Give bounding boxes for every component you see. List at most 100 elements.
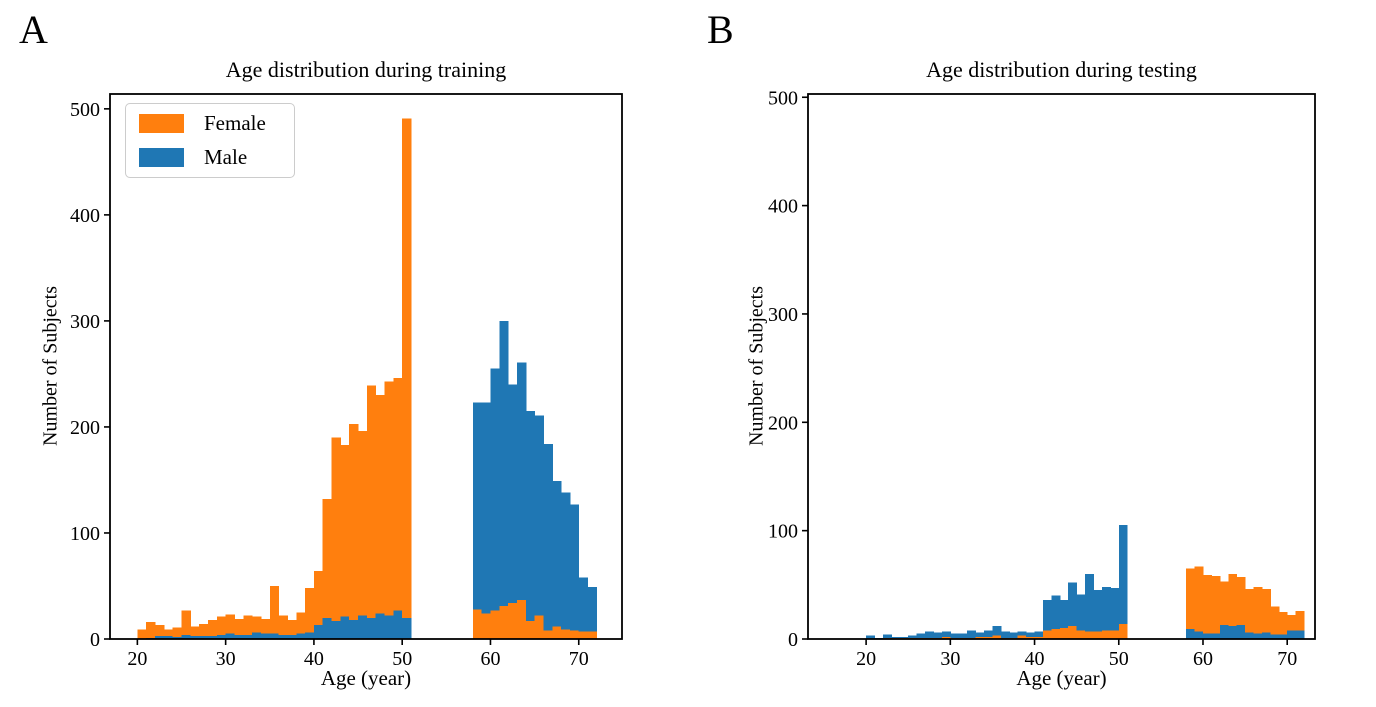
histogram-bar-front [172, 636, 183, 639]
histogram-bar [349, 423, 359, 620]
histogram-bar-front [181, 634, 191, 639]
histogram-bar-front [561, 629, 571, 639]
histogram-bar-front [1042, 630, 1052, 639]
training-x-axis-label: Age (year) [320, 666, 412, 690]
histogram-bar [525, 411, 536, 621]
histogram-bar-front [534, 615, 544, 639]
histogram-bar-front [1034, 636, 1044, 639]
histogram-bar-front [322, 617, 333, 639]
histogram-bar-front [190, 635, 200, 639]
histogram-bar-front [199, 635, 209, 639]
histogram-bar [587, 587, 597, 632]
histogram-bar-front [1101, 630, 1111, 639]
histogram-bar-front [569, 630, 580, 639]
histogram-bar [260, 618, 271, 634]
y-tick-label: 300 [70, 311, 100, 333]
histogram-bar [1026, 632, 1036, 637]
histogram-bar-front [375, 613, 386, 639]
histogram-bar-front [349, 619, 359, 639]
histogram-bar [1034, 631, 1044, 637]
x-tick-label: 50 [392, 648, 412, 670]
histogram-bar-front [278, 634, 288, 639]
legend: Female Male [125, 103, 295, 178]
histogram-bar-front [1076, 630, 1086, 639]
histogram-bar [1076, 594, 1086, 631]
histogram-bar-front [490, 610, 500, 639]
histogram-bar-front [587, 631, 597, 639]
histogram-bar [163, 629, 174, 636]
histogram-bar [216, 616, 227, 635]
histogram-bar [967, 630, 977, 638]
y-tick-label: 200 [768, 412, 798, 434]
histogram-bar [322, 499, 333, 618]
histogram-bar [1085, 573, 1095, 632]
histogram-bar-front [225, 633, 235, 639]
legend-item-female: Female [139, 113, 281, 134]
histogram-bar [908, 635, 918, 638]
histogram-bar-front [252, 632, 262, 639]
histogram-bar [534, 415, 544, 616]
histogram-bar [481, 402, 491, 614]
legend-label-male: Male [204, 145, 248, 169]
y-tick-label: 200 [70, 417, 100, 439]
histogram-bar [1253, 586, 1263, 634]
histogram-bar-front [1051, 629, 1061, 639]
histogram-bar-front [1026, 636, 1036, 639]
histogram-bar [146, 622, 156, 638]
histogram-bar [190, 626, 200, 636]
histogram-bar [1068, 582, 1078, 626]
histogram-bar [1261, 589, 1271, 633]
x-tick-label: 20 [856, 648, 876, 670]
histogram-bar-front [552, 626, 562, 639]
histogram-bar [287, 619, 297, 635]
histogram-bar [181, 610, 191, 635]
histogram-bar-front [481, 613, 491, 639]
histogram-bar [891, 636, 901, 638]
histogram-bar-front [358, 615, 368, 639]
histogram-bar [1017, 631, 1027, 636]
legend-label-female: Female [204, 111, 266, 135]
histogram-bar [516, 362, 527, 600]
histogram-bar [958, 633, 968, 638]
histogram-bar-front [296, 633, 306, 639]
histogram-bar-front [578, 631, 589, 639]
panel-a-letter: A [19, 7, 48, 52]
histogram-bar [278, 615, 288, 635]
x-tick-label: 40 [1025, 648, 1045, 670]
histogram-bar-front [163, 635, 174, 639]
histogram-bar-front [1202, 633, 1212, 639]
histogram-bar [1093, 590, 1103, 632]
histogram-bar-front [1278, 634, 1288, 639]
female-color-swatch [139, 114, 184, 133]
histogram-bar [561, 492, 571, 630]
y-tick-label: 500 [768, 87, 798, 109]
histogram-bar [1245, 589, 1255, 633]
histogram-bar [975, 632, 985, 637]
histogram-bar [1051, 595, 1061, 630]
histogram-bar [1059, 599, 1069, 629]
training-chart-title: Age distribution during training [225, 57, 507, 82]
histogram-bar-front [992, 635, 1002, 639]
histogram-bar [269, 585, 280, 634]
histogram-bar [508, 384, 518, 603]
histogram-bar-front [384, 615, 394, 639]
histogram-bar [543, 443, 553, 631]
histogram-bar [305, 588, 315, 633]
histogram-bar [375, 395, 386, 614]
y-tick-label: 400 [70, 205, 100, 227]
histogram-bar-front [1261, 632, 1271, 639]
histogram-bar [296, 612, 306, 634]
x-tick-label: 40 [304, 648, 324, 670]
histogram-bar-front [1270, 634, 1280, 639]
histogram-bar [569, 504, 580, 631]
histogram-bar-front [287, 634, 297, 639]
histogram-bar-front [340, 616, 350, 639]
histogram-bar-front [1253, 633, 1263, 639]
histogram-bar-front [1211, 633, 1221, 639]
histogram-bar [1219, 581, 1229, 625]
histogram-bar-front [243, 634, 253, 639]
histogram-bar-front [331, 620, 341, 639]
y-tick-label: 400 [768, 196, 798, 218]
histogram-bar-front [1017, 635, 1027, 639]
